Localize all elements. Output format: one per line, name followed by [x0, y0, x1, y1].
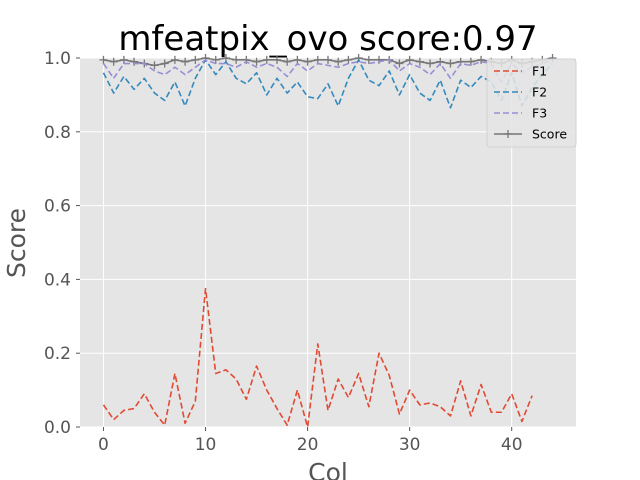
- legend-box: [486, 58, 577, 148]
- x-tick-label: 0: [98, 435, 109, 455]
- score-marker: [446, 59, 455, 68]
- legend-label: Score: [532, 127, 567, 142]
- series-line-f3: [102, 59, 553, 83]
- score-marker: [466, 57, 475, 66]
- y-tick-label: 0.8: [44, 123, 71, 143]
- score-marker: [303, 57, 312, 66]
- y-axis-ticks: 0.0 0.2 0.4 0.6 0.8 1.0: [44, 49, 80, 438]
- legend-marker: [504, 130, 512, 138]
- series-score: [99, 54, 557, 70]
- score-marker: [170, 55, 179, 64]
- y-tick-label: 0.4: [44, 270, 71, 290]
- score-marker: [109, 57, 118, 66]
- score-marker: [119, 55, 128, 64]
- score-marker: [324, 55, 332, 64]
- score-marker: [313, 55, 322, 64]
- score-marker: [262, 55, 271, 64]
- y-tick-label: 0.6: [44, 197, 71, 217]
- score-marker: [252, 57, 261, 66]
- score-marker: [99, 55, 108, 64]
- score-marker: [415, 57, 424, 66]
- legend-item-f1: F1: [494, 64, 547, 79]
- score-marker: [272, 55, 281, 64]
- score-marker: [191, 55, 200, 64]
- score-marker: [211, 55, 220, 64]
- series-line-f2: [102, 59, 554, 109]
- score-marker: [477, 55, 486, 64]
- score-marker: [130, 57, 139, 66]
- y-tick-label: 0.2: [44, 344, 71, 364]
- score-marker: [232, 55, 241, 64]
- y-tick-label: 0.0: [44, 418, 71, 438]
- score-marker: [150, 61, 159, 70]
- x-tick-label: 20: [297, 435, 319, 455]
- legend-item-score: Score: [494, 127, 567, 142]
- score-marker: [364, 55, 373, 64]
- series-layer: [99, 54, 557, 428]
- score-marker: [181, 57, 190, 66]
- score-marker: [221, 54, 230, 62]
- series-f2: [102, 59, 554, 109]
- score-marker: [426, 59, 435, 68]
- series-f1: [102, 287, 533, 428]
- legend: F1 F2 F3 Score: [486, 58, 577, 148]
- x-tick-label: 40: [501, 435, 523, 455]
- series-line-f1: [102, 287, 533, 428]
- score-marker: [160, 59, 169, 68]
- series-f3: [102, 59, 553, 83]
- legend-label: F1: [532, 64, 547, 79]
- score-marker: [283, 57, 292, 66]
- score-marker: [334, 57, 343, 66]
- y-tick-label: 1.0: [44, 49, 71, 69]
- x-tick-label: 30: [399, 435, 421, 455]
- legend-item-f3: F3: [494, 106, 547, 121]
- score-marker: [293, 55, 302, 64]
- x-axis-label: Col: [308, 458, 348, 480]
- score-marker: [344, 55, 353, 64]
- legend-label: F3: [532, 106, 547, 121]
- legend-label: F2: [532, 85, 547, 100]
- score-marker: [405, 55, 414, 64]
- score-marker: [395, 59, 404, 68]
- legend-item-f2: F2: [494, 85, 547, 100]
- x-axis-ticks: 0 10 20 30 40: [98, 427, 523, 455]
- x-tick-label: 10: [195, 435, 217, 455]
- score-marker: [375, 55, 384, 64]
- chart-title: mfeatpix_ovo score:0.97: [118, 19, 537, 59]
- y-axis-label: Score: [2, 208, 31, 278]
